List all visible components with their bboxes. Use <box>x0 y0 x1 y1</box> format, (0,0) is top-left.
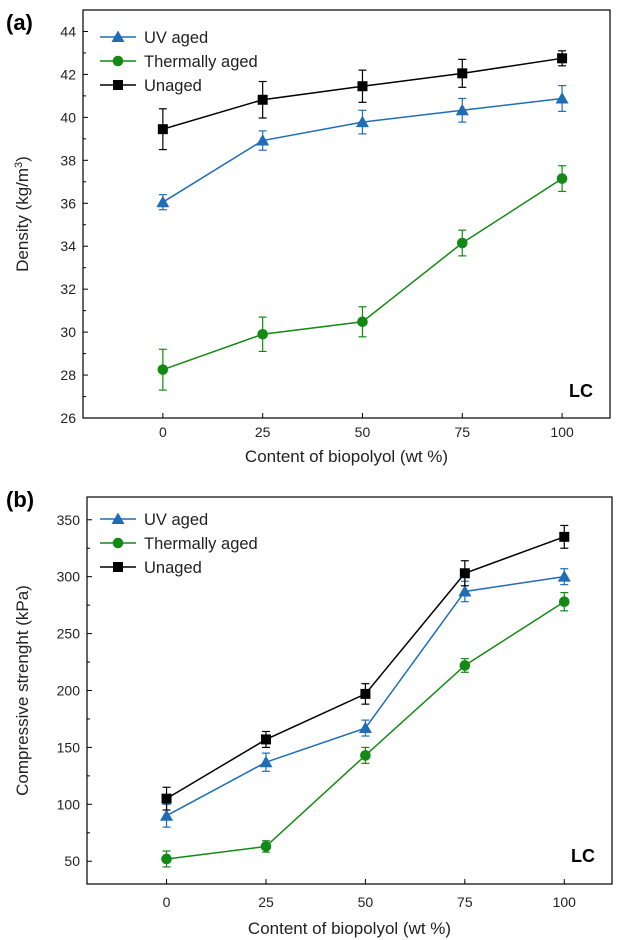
y-tick-label: 100 <box>57 796 81 812</box>
legend-marker <box>113 80 123 90</box>
y-tick-label: 40 <box>60 109 76 125</box>
data-point <box>357 316 368 328</box>
series-unaged <box>161 524 570 811</box>
data-point <box>358 721 372 734</box>
data-point <box>456 237 468 249</box>
x-axis-title: Content of biopolyol (wt %) <box>248 919 451 938</box>
data-point <box>256 134 270 146</box>
data-point <box>157 124 168 135</box>
x-tick-label: 50 <box>355 424 371 440</box>
y-tick-label: 30 <box>60 324 76 340</box>
data-point <box>260 734 271 745</box>
y-axis-title: Density (kg/m3) <box>13 156 32 272</box>
legend-label: Thermally aged <box>144 53 258 71</box>
legend-marker <box>111 30 125 42</box>
data-point <box>459 568 470 579</box>
legend-label: Thermally aged <box>144 535 258 553</box>
y-tick-label: 50 <box>64 853 80 869</box>
series-uv-aged <box>160 568 571 828</box>
series-unaged <box>157 50 568 151</box>
y-tick-label: 28 <box>60 367 76 383</box>
panel-label: (a) <box>6 10 33 35</box>
data-point <box>161 793 172 804</box>
data-point <box>557 570 571 582</box>
series-thermally-aged <box>161 592 570 868</box>
y-axis-title-main: Compressive strenght (kPa) <box>13 585 32 796</box>
x-tick-label: 75 <box>457 894 473 910</box>
data-point <box>360 750 371 761</box>
series-line <box>162 177 563 371</box>
plot-frame <box>82 9 611 419</box>
data-point <box>458 584 472 597</box>
legend-label: Unaged <box>144 559 202 577</box>
legend-marker <box>111 512 125 524</box>
legend-marker <box>113 562 123 572</box>
y-tick-label: 36 <box>60 195 76 211</box>
legend-label: UV aged <box>144 29 208 47</box>
y-tick-label: 350 <box>57 512 81 528</box>
data-point <box>161 853 172 865</box>
data-point <box>558 596 570 608</box>
y-tick-label: 150 <box>57 739 81 755</box>
chart-panel-b: 0 25 50 75 100 50 100 150 200 250 300 350 Content of… <box>6 487 613 938</box>
data-point <box>556 173 568 184</box>
x-axis-title: Content of biopolyol (wt %) <box>245 447 448 466</box>
x-tick-label: 0 <box>163 894 171 910</box>
data-point <box>160 809 174 821</box>
y-tick-label: 44 <box>60 23 76 39</box>
plot-frame <box>86 496 613 885</box>
legend-label: Unaged <box>144 77 202 95</box>
y-axis-title-close: ) <box>13 156 32 162</box>
series-thermally-aged <box>157 165 568 391</box>
panel-label: (b) <box>6 487 34 512</box>
y-tick-label: 38 <box>60 152 76 168</box>
data-point <box>260 841 272 852</box>
x-tick-label: 0 <box>159 424 167 440</box>
y-axis-title: Compressive strenght (kPa) <box>13 585 32 796</box>
data-point <box>555 91 569 104</box>
x-tick-label: 100 <box>553 894 577 910</box>
x-tick-label: 100 <box>550 424 574 440</box>
data-point <box>455 103 469 116</box>
chart-panel-a: 0 25 50 75 100 26 28 30 32 34 36 38 40 42 44 Content of… <box>6 9 611 466</box>
data-point <box>357 81 368 92</box>
data-point <box>257 328 268 340</box>
y-tick-label: 300 <box>57 569 81 585</box>
data-point <box>257 94 268 105</box>
x-tick-label: 25 <box>258 894 274 910</box>
y-tick-label: 42 <box>60 66 76 82</box>
data-point <box>459 660 471 671</box>
data-point <box>360 688 371 699</box>
legend-marker <box>112 537 124 549</box>
x-tick-label: 25 <box>255 424 271 440</box>
y-tick-label: 200 <box>57 683 81 699</box>
data-point <box>156 195 170 208</box>
data-point <box>355 115 369 128</box>
data-point <box>457 68 468 79</box>
series-uv-aged <box>156 84 569 211</box>
data-point <box>157 364 169 375</box>
x-tick-label: 50 <box>358 894 374 910</box>
x-tick-label: 75 <box>454 424 470 440</box>
data-point <box>259 755 273 768</box>
legend-label: UV aged <box>144 511 208 529</box>
legend: UV aged Thermally aged Unaged <box>100 511 258 577</box>
y-tick-label: 34 <box>60 238 76 254</box>
y-tick-label: 26 <box>60 410 76 426</box>
y-tick-label: 250 <box>57 626 81 642</box>
chart-annotation: LC <box>571 846 595 866</box>
legend: UV aged Thermally aged Unaged <box>100 29 258 95</box>
data-point <box>559 531 570 542</box>
y-axis-title-sup: 3 <box>13 162 25 168</box>
legend-marker <box>112 55 124 67</box>
chart-annotation: LC <box>569 381 593 401</box>
y-tick-label: 32 <box>60 281 76 297</box>
data-point <box>557 53 568 64</box>
y-axis-title-main: Density (kg/m <box>13 168 32 272</box>
